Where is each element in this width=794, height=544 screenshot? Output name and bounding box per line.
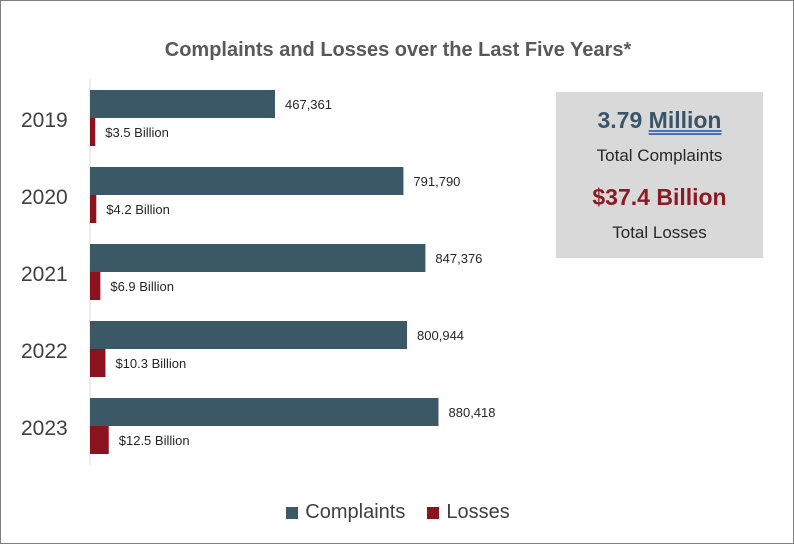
data-label-losses-2021: $6.9 Billion [110, 279, 174, 294]
bar-losses-2020 [90, 195, 97, 223]
total-complaints-number: 3.79 [597, 107, 643, 133]
total-complaints-caption: Total Complaints [596, 146, 723, 165]
bar-losses-2023 [90, 426, 109, 454]
legend-label-complaints: Complaints [305, 501, 406, 523]
data-label-complaints-2020: 791,790 [413, 174, 460, 189]
bar-complaints-2022 [90, 321, 408, 349]
bar-losses-2022 [90, 349, 106, 377]
data-label-complaints-2021: 847,376 [435, 251, 482, 266]
legend-item-complaints: Complaints [286, 501, 405, 524]
total-losses-caption: Total Losses [612, 223, 707, 242]
data-label-losses-2022: $10.3 Billion [115, 356, 186, 371]
category-label-2021: 2021 [21, 263, 68, 286]
bar-complaints-2019 [90, 90, 275, 118]
data-label-losses-2019: $3.5 Billion [105, 125, 169, 140]
bar-complaints-2020 [90, 167, 404, 195]
bar-complaints-2023 [90, 398, 439, 426]
legend-item-losses: Losses [427, 501, 510, 524]
bar-complaints-2021 [90, 244, 426, 272]
bar-losses-2021 [90, 272, 101, 300]
data-label-losses-2023: $12.5 Billion [119, 433, 190, 448]
data-label-complaints-2023: 880,418 [449, 405, 496, 420]
category-label-2020: 2020 [21, 186, 68, 209]
total-complaints-value: 3.79 Million [556, 107, 763, 134]
total-losses-value: $37.4 Billion [592, 184, 727, 210]
data-label-losses-2020: $4.2 Billion [106, 202, 170, 217]
category-label-2022: 2022 [21, 340, 68, 363]
bars-group: 2019 467,361 $3.5 Billion 2020 791,790 $4.2 B… [21, 90, 496, 454]
category-label-2019: 2019 [21, 109, 68, 132]
chart-title: Complaints and Losses over the Last Five… [164, 39, 632, 61]
category-label-2023: 2023 [21, 417, 68, 440]
summary-box: 3.79 Million Total Complaints $37.4 Bill… [556, 92, 763, 258]
chart-legend: Complaints Losses [1, 501, 793, 524]
total-complaints-unit: Million [648, 107, 722, 133]
legend-label-losses: Losses [446, 501, 510, 523]
legend-swatch-complaints [286, 506, 299, 519]
legend-swatch-losses [427, 506, 440, 519]
bar-losses-2019 [90, 118, 96, 146]
data-label-complaints-2022: 800,944 [417, 328, 464, 343]
data-label-complaints-2019: 467,361 [285, 97, 332, 112]
